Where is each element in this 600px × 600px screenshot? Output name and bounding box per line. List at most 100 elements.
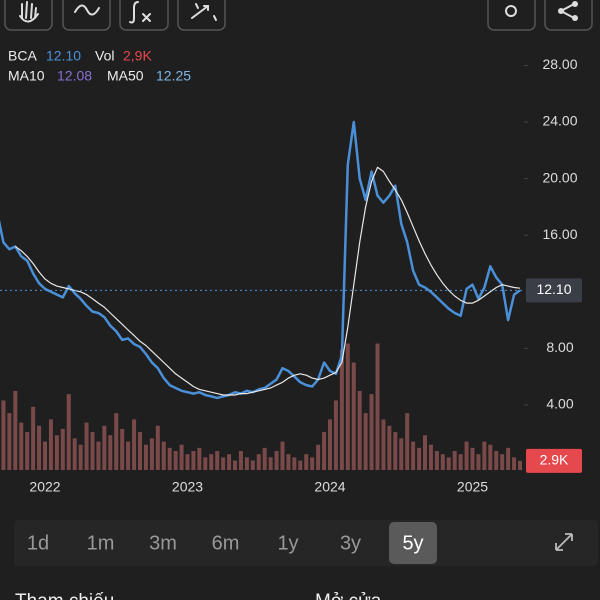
expand-icon[interactable] xyxy=(555,533,573,551)
timeframe-bar xyxy=(14,520,598,566)
volume-bar xyxy=(197,447,202,470)
volume-bar xyxy=(191,451,196,470)
quote-label: Tham chiếu xyxy=(15,591,114,600)
volume-bar xyxy=(48,419,53,470)
x-tick-label: 2024 xyxy=(314,479,345,495)
x-tick-label: 2023 xyxy=(172,479,203,495)
timeframe-button[interactable]: 1y xyxy=(277,532,298,554)
tool-button[interactable] xyxy=(177,0,226,31)
volume-bar xyxy=(328,419,332,470)
volume-bar xyxy=(482,441,487,470)
volume-bar xyxy=(393,432,398,470)
volume-bar xyxy=(143,444,148,470)
price-tag xyxy=(526,278,582,303)
timeframe-button[interactable]: 1m xyxy=(87,532,115,554)
legend-price: 12.10 xyxy=(46,48,81,64)
volume-tag-label: 2.9K xyxy=(540,452,569,468)
volume-bar xyxy=(179,444,184,470)
tool-button[interactable] xyxy=(4,0,53,31)
gear-icon xyxy=(505,5,517,17)
legend-ma50-name: MA50 xyxy=(107,68,144,84)
volume-bar xyxy=(381,419,386,470)
y-tick-label: 8.00 xyxy=(546,339,573,355)
price-line xyxy=(0,120,521,400)
volume-bar xyxy=(369,394,374,470)
tool-button[interactable] xyxy=(119,0,169,31)
timeframe-selected[interactable] xyxy=(389,522,437,564)
volume-bar xyxy=(280,441,285,470)
volume-bar xyxy=(292,457,297,470)
volume-bar xyxy=(452,451,457,470)
volume-bar xyxy=(102,425,107,470)
volume-bar xyxy=(428,444,433,470)
volume-bar xyxy=(108,435,113,470)
volume-bar xyxy=(310,457,315,470)
volume-bar xyxy=(470,447,475,470)
volume-bar xyxy=(25,432,30,470)
volume-bar xyxy=(268,457,273,470)
volume-bar xyxy=(84,422,89,470)
y-tick-label: 16.00 xyxy=(542,226,577,242)
settings-button[interactable] xyxy=(487,0,536,31)
tool-button[interactable] xyxy=(62,0,111,31)
share-button[interactable] xyxy=(544,0,593,31)
volume-bar xyxy=(167,447,172,470)
volume-bar xyxy=(227,454,232,470)
volume-bar xyxy=(233,460,237,470)
y-tick-label: 28.00 xyxy=(542,56,577,72)
volume-bar xyxy=(446,457,451,470)
legend-ma50: 12.25 xyxy=(156,68,191,84)
timeframe-button[interactable]: 5y xyxy=(402,532,423,554)
volume-bar xyxy=(417,447,422,470)
volume-bar xyxy=(405,413,410,470)
volume-bar xyxy=(78,444,83,470)
volume-bar xyxy=(96,441,101,470)
timeframe-button[interactable]: 6m xyxy=(212,532,240,554)
volume-bar xyxy=(209,454,214,470)
volume-bar xyxy=(215,451,220,470)
volume-bar xyxy=(185,454,190,470)
volume-bar xyxy=(203,457,208,470)
plot: 28.00 24.00 20.00 16.00 8.00 4.00 12.10 2.9K 202… xyxy=(0,56,582,495)
volume-bar xyxy=(476,454,481,470)
volume-bar xyxy=(90,432,95,470)
volume-bar xyxy=(298,460,303,470)
volume-bar xyxy=(304,454,309,470)
volume-bar xyxy=(494,451,499,470)
volume-bar xyxy=(363,413,368,470)
volume-bar xyxy=(37,425,42,470)
volume-bar xyxy=(411,441,416,470)
volume-bar xyxy=(250,460,255,470)
volume-bar xyxy=(262,447,267,470)
volume-bar xyxy=(114,413,119,470)
volume-bar xyxy=(357,390,362,470)
volume-bar xyxy=(149,438,154,470)
share-dot xyxy=(572,15,578,21)
volume-bar xyxy=(500,454,505,470)
volume-bar xyxy=(31,406,36,470)
volume-bar xyxy=(440,454,445,470)
legend-volume-name: Vol xyxy=(95,48,114,64)
volume-bar xyxy=(244,457,249,470)
volume-bar xyxy=(19,422,24,470)
volume-bar xyxy=(161,441,166,470)
timeframe-button[interactable]: 3m xyxy=(149,532,177,554)
volume-bar xyxy=(322,432,327,470)
volume-bar xyxy=(13,390,18,470)
volume-bar xyxy=(333,400,338,470)
share-dot xyxy=(572,1,578,7)
y-tick-label: 20.00 xyxy=(542,169,577,185)
volume-bar xyxy=(274,451,279,470)
volume-bar xyxy=(399,438,404,470)
x-tick-label: 2022 xyxy=(29,479,60,495)
x-tick-label: 2025 xyxy=(457,479,488,495)
volume-bar xyxy=(7,413,12,470)
volume-bar xyxy=(375,343,380,470)
timeframe-button[interactable]: 3y xyxy=(340,532,361,554)
timeframe-button[interactable]: 1d xyxy=(27,532,49,554)
volume-bar xyxy=(132,419,137,470)
volume-bar xyxy=(120,428,125,470)
